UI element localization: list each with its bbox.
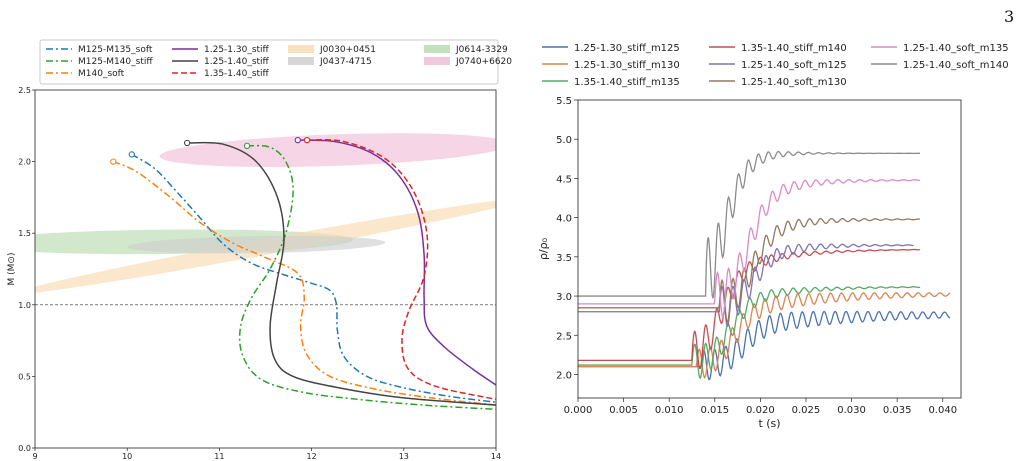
series-line-1 — [238, 144, 496, 411]
y-tick-label: 3.0 — [556, 292, 572, 303]
density-series-6 — [578, 178, 920, 320]
left-legend: M125-M135_soft M125-M140_stiff M140_soft 1.… — [39, 39, 512, 85]
x-tick-label: 11 — [214, 452, 224, 461]
legend-label: M140_soft — [78, 69, 125, 79]
legend-label: 1.25-1.40_soft_m135 — [903, 43, 1009, 54]
x-axis-label: t (s) — [758, 417, 780, 430]
y-tick-label: 4.5 — [556, 174, 572, 185]
legend-label: 1.25-1.30_stiff_m125 — [574, 43, 680, 54]
max-mass-marker-2 — [110, 158, 117, 165]
right-axes-frame — [577, 99, 962, 399]
series-line-4 — [187, 141, 496, 406]
left-legend-box — [39, 39, 499, 85]
x-tick-label: 0.035 — [883, 405, 912, 416]
series-line-3 — [297, 139, 496, 386]
max-mass-marker-5 — [303, 136, 311, 144]
constraint-ellipse-3 — [159, 133, 496, 168]
y-tick-label: 0.0 — [18, 444, 31, 453]
legend-label: 1.25-1.40_soft_m130 — [741, 77, 847, 88]
legend-label: 1.35-1.40_stiff — [204, 69, 270, 79]
y-tick-label: 2.0 — [18, 158, 31, 167]
max-mass-marker-3 — [294, 136, 301, 144]
right-plot-area — [578, 150, 951, 381]
x-tick-label: 0.020 — [746, 405, 775, 416]
legend-label: 1.25-1.40_stiff — [204, 57, 270, 67]
legend-swatch — [424, 57, 450, 65]
legend-label: J0437-4715 — [319, 57, 372, 67]
legend-label: M125-M140_stiff — [78, 57, 153, 67]
x-tick-label: 0.000 — [564, 405, 593, 416]
x-tick-label: 12 — [307, 452, 317, 461]
y-tick-label: 3.5 — [556, 253, 572, 264]
legend-swatch — [288, 57, 314, 65]
x-tick-label: 0.030 — [837, 405, 866, 416]
y-axis-label: ρ/ρ₀ — [537, 237, 550, 260]
x-tick-label: 14 — [491, 452, 501, 461]
legend-label: 1.25-1.40_soft_m140 — [903, 60, 1009, 71]
legend-swatch — [424, 45, 450, 53]
right-chart: 0.000 0.005 0.010 0.015 0.020 0.025 0.030 0.035… — [537, 43, 1009, 430]
density-series-4 — [578, 243, 914, 327]
density-series-5 — [578, 217, 920, 324]
legend-label: 1.25-1.30_stiff_m130 — [574, 60, 680, 71]
legend-label: 1.35-1.40_stiff_m135 — [574, 77, 680, 88]
x-tick-label: 0.010 — [655, 405, 684, 416]
y-tick-label: 4.0 — [556, 214, 572, 225]
x-tick-label: 0.005 — [609, 405, 638, 416]
left-plot-area — [35, 133, 496, 411]
x-tick-label: 9 — [32, 452, 37, 461]
max-mass-marker-4 — [183, 139, 191, 147]
page-number: 3 — [1004, 7, 1014, 26]
left-axes-frame — [34, 89, 497, 449]
density-series-3 — [578, 248, 920, 369]
y-tick-label: 2.5 — [556, 331, 572, 342]
legend-label: 1.35-1.40_stiff_m140 — [741, 43, 847, 54]
x-tick-label: 10 — [122, 452, 132, 461]
legend-label: J0740+6620 — [455, 57, 512, 67]
max-mass-marker-0 — [128, 151, 135, 158]
series-line-0 — [131, 153, 496, 403]
legend-label: 1.25-1.40_soft_m125 — [741, 60, 847, 71]
legend-label: 1.25-1.30_stiff — [204, 45, 270, 55]
x-tick-label: 0.040 — [928, 405, 957, 416]
y-tick-label: 5.0 — [556, 135, 572, 146]
density-series-0 — [578, 310, 951, 381]
y-tick-label: 2.5 — [18, 86, 31, 95]
x-tick-label: 0.025 — [792, 405, 821, 416]
x-tick-label: 13 — [399, 452, 409, 461]
constraint-ellipse-2 — [127, 235, 386, 254]
x-tick-label: 0.015 — [700, 405, 729, 416]
y-tick-label: 2.0 — [556, 370, 572, 381]
right-legend: 1.25-1.30_stiff_m125 1.25-1.30_stiff_m130… — [542, 43, 1009, 88]
y-tick-label: 1.5 — [18, 229, 31, 238]
series-line-2 — [113, 160, 496, 406]
density-series-7 — [578, 150, 920, 299]
max-mass-marker-1 — [243, 142, 251, 149]
legend-label: J0614-3329 — [455, 45, 508, 55]
legend-swatch — [288, 45, 314, 53]
legend-label: M125-M135_soft — [78, 45, 153, 55]
left-chart: 9 10 11 12 13 14 0.0 0.5 1.0 1.5 2.0 2.5 M (M⊙) M125-… — [7, 39, 512, 461]
y-tick-label: 5.5 — [556, 96, 572, 107]
series-line-5 — [306, 139, 496, 401]
y-tick-label: 0.5 — [18, 372, 31, 381]
legend-label: J0030+0451 — [319, 45, 376, 55]
y-tick-label: 1.0 — [18, 301, 31, 310]
y-axis-label: M (M⊙) — [7, 253, 17, 286]
